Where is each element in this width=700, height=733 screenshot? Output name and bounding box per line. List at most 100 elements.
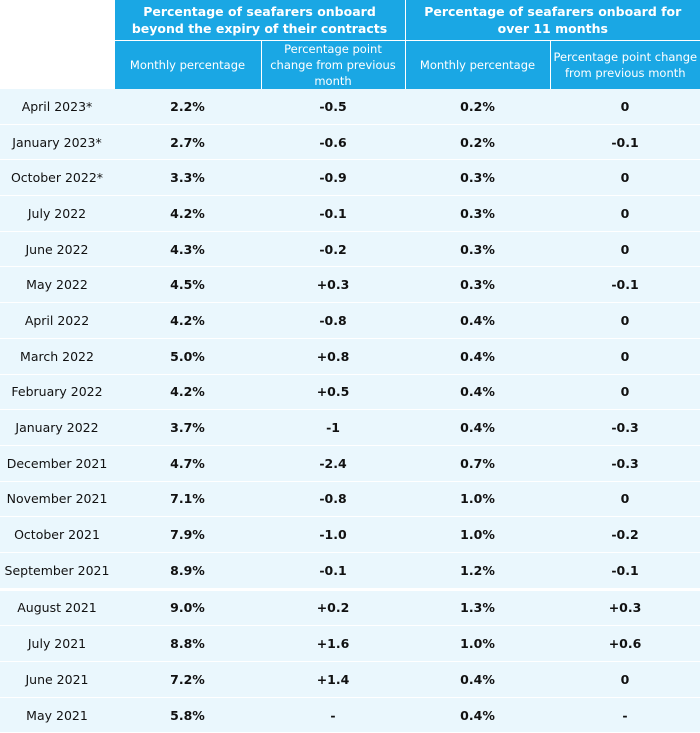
beyond-change-cell: +0.5 bbox=[261, 374, 406, 411]
beyond-change-cell: -2.4 bbox=[261, 445, 406, 482]
beyond-change-cell: -0.8 bbox=[261, 481, 406, 518]
date-cell: May 2022 bbox=[0, 266, 114, 304]
header-corner bbox=[0, 0, 114, 89]
table-row: April 2022 4.2% -0.8 0.4% 0 bbox=[0, 302, 700, 339]
beyond-monthly-cell: 2.2% bbox=[114, 89, 261, 125]
over11-change-cell: 0 bbox=[550, 661, 700, 698]
beyond-change-cell: -1.0 bbox=[261, 516, 406, 553]
date-cell: October 2022* bbox=[0, 159, 114, 197]
date-cell: June 2021 bbox=[0, 661, 114, 698]
over11-change-cell: 0 bbox=[550, 231, 700, 268]
beyond-monthly-cell: 4.7% bbox=[114, 445, 261, 482]
date-cell: April 2022 bbox=[0, 302, 114, 339]
beyond-monthly-cell: 9.0% bbox=[114, 589, 261, 627]
table-row: October 2021 7.9% -1.0 1.0% -0.2 bbox=[0, 516, 700, 553]
table-body: April 2023* 2.2% -0.5 0.2% 0 January 2023* 2.7… bbox=[0, 89, 700, 733]
over11-change-cell: 0 bbox=[550, 374, 700, 411]
date-cell: August 2021 bbox=[0, 589, 114, 627]
over11-change-cell: -0.2 bbox=[550, 516, 700, 553]
over11-monthly-cell: 0.3% bbox=[405, 266, 551, 304]
over11-monthly-cell: 1.3% bbox=[405, 589, 551, 627]
date-cell: June 2022 bbox=[0, 231, 114, 268]
beyond-monthly-cell: 7.9% bbox=[114, 516, 261, 553]
over11-monthly-cell: 0.4% bbox=[405, 338, 551, 375]
date-cell: November 2021 bbox=[0, 481, 114, 518]
over11-monthly-cell: 0.4% bbox=[405, 302, 551, 339]
date-cell: January 2022 bbox=[0, 409, 114, 446]
table-row: April 2023* 2.2% -0.5 0.2% 0 bbox=[0, 89, 700, 125]
over11-change-cell: 0 bbox=[550, 302, 700, 339]
over11-monthly-cell: 0.2% bbox=[405, 124, 551, 161]
subheader-beyond-monthly: Monthly percentage bbox=[113, 40, 261, 89]
beyond-monthly-cell: 4.2% bbox=[114, 374, 261, 411]
table-row: September 2021 8.9% -0.1 1.2% -0.1 bbox=[0, 552, 700, 591]
date-cell: October 2021 bbox=[0, 516, 114, 553]
table-row: October 2022* 3.3% -0.9 0.3% 0 bbox=[0, 159, 700, 197]
over11-change-cell: -0.3 bbox=[550, 445, 700, 482]
table-row: August 2021 9.0% +0.2 1.3% +0.3 bbox=[0, 589, 700, 627]
table-row: July 2021 8.8% +1.6 1.0% +0.6 bbox=[0, 625, 700, 662]
over11-change-cell: -0.1 bbox=[550, 552, 700, 591]
date-cell: March 2022 bbox=[0, 338, 114, 375]
over11-monthly-cell: 1.0% bbox=[405, 481, 551, 518]
beyond-change-cell: -0.5 bbox=[261, 89, 406, 125]
subheader-beyond-change: Percentage point change from previous mo… bbox=[260, 40, 406, 89]
beyond-monthly-cell: 4.5% bbox=[114, 266, 261, 304]
date-cell: July 2021 bbox=[0, 625, 114, 662]
beyond-change-cell: -0.9 bbox=[261, 159, 406, 197]
date-cell: January 2023* bbox=[0, 124, 114, 161]
beyond-monthly-cell: 3.7% bbox=[114, 409, 261, 446]
beyond-monthly-cell: 4.2% bbox=[114, 302, 261, 339]
table-row: March 2022 5.0% +0.8 0.4% 0 bbox=[0, 338, 700, 375]
beyond-change-cell: +1.4 bbox=[261, 661, 406, 698]
over11-change-cell: 0 bbox=[550, 89, 700, 125]
beyond-monthly-cell: 7.2% bbox=[114, 661, 261, 698]
over11-monthly-cell: 0.2% bbox=[405, 89, 551, 125]
date-cell: April 2023* bbox=[0, 89, 114, 125]
table-row: January 2023* 2.7% -0.6 0.2% -0.1 bbox=[0, 124, 700, 161]
beyond-monthly-cell: 5.0% bbox=[114, 338, 261, 375]
beyond-change-cell: +0.3 bbox=[261, 266, 406, 304]
table-row: July 2022 4.2% -0.1 0.3% 0 bbox=[0, 195, 700, 232]
beyond-monthly-cell: 2.7% bbox=[114, 124, 261, 161]
over11-monthly-cell: 0.3% bbox=[405, 159, 551, 197]
over11-monthly-cell: 1.2% bbox=[405, 552, 551, 591]
table-row: June 2021 7.2% +1.4 0.4% 0 bbox=[0, 661, 700, 698]
date-cell: December 2021 bbox=[0, 445, 114, 482]
over11-change-cell: -0.1 bbox=[550, 124, 700, 161]
beyond-monthly-cell: 8.9% bbox=[114, 552, 261, 591]
over11-change-cell: +0.3 bbox=[550, 589, 700, 627]
table-header: Percentage of seafarers onboard beyond t… bbox=[0, 0, 700, 89]
beyond-change-cell: -0.1 bbox=[261, 552, 406, 591]
beyond-change-cell: -0.6 bbox=[261, 124, 406, 161]
date-cell: July 2022 bbox=[0, 195, 114, 232]
over11-monthly-cell: 0.4% bbox=[405, 661, 551, 698]
table-row: June 2022 4.3% -0.2 0.3% 0 bbox=[0, 231, 700, 268]
table-row: February 2022 4.2% +0.5 0.4% 0 bbox=[0, 374, 700, 411]
beyond-monthly-cell: 4.3% bbox=[114, 231, 261, 268]
table-row: January 2022 3.7% -1 0.4% -0.3 bbox=[0, 409, 700, 446]
beyond-monthly-cell: 7.1% bbox=[114, 481, 261, 518]
subheader-over11-change: Percentage point change from previous mo… bbox=[549, 40, 700, 89]
beyond-monthly-cell: 3.3% bbox=[114, 159, 261, 197]
subheader-over11-monthly: Monthly percentage bbox=[404, 40, 551, 89]
beyond-monthly-cell: 8.8% bbox=[114, 625, 261, 662]
beyond-change-cell: -0.8 bbox=[261, 302, 406, 339]
over11-change-cell: -0.3 bbox=[550, 409, 700, 446]
beyond-change-cell: +0.8 bbox=[261, 338, 406, 375]
over11-change-cell: +0.6 bbox=[550, 625, 700, 662]
over11-monthly-cell: 0.4% bbox=[405, 409, 551, 446]
over11-monthly-cell: 0.3% bbox=[405, 231, 551, 268]
beyond-change-cell: +1.6 bbox=[261, 625, 406, 662]
beyond-monthly-cell: 4.2% bbox=[114, 195, 261, 232]
table-row: May 2022 4.5% +0.3 0.3% -0.1 bbox=[0, 266, 700, 304]
table-row: November 2021 7.1% -0.8 1.0% 0 bbox=[0, 481, 700, 518]
beyond-change-cell: -0.1 bbox=[261, 195, 406, 232]
over11-change-cell: 0 bbox=[550, 481, 700, 518]
over11-monthly-cell: 0.4% bbox=[405, 374, 551, 411]
beyond-change-cell: -0.2 bbox=[261, 231, 406, 268]
group-header-over-11-months: Percentage of seafarers onboard for over… bbox=[404, 0, 700, 41]
over11-monthly-cell: 1.0% bbox=[405, 625, 551, 662]
beyond-change-cell: -1 bbox=[261, 409, 406, 446]
